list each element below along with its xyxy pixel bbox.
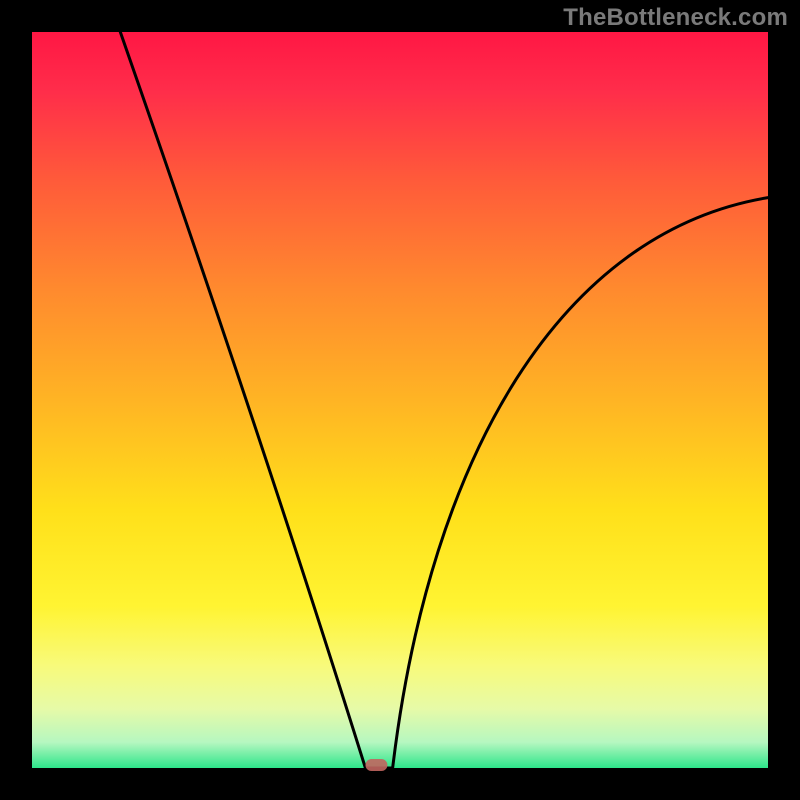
watermark-text: TheBottleneck.com bbox=[563, 4, 788, 32]
chart-container: TheBottleneck.com bbox=[0, 0, 800, 800]
bottleneck-chart bbox=[0, 0, 800, 800]
optimal-point-marker bbox=[365, 759, 387, 771]
plot-background bbox=[32, 32, 768, 768]
